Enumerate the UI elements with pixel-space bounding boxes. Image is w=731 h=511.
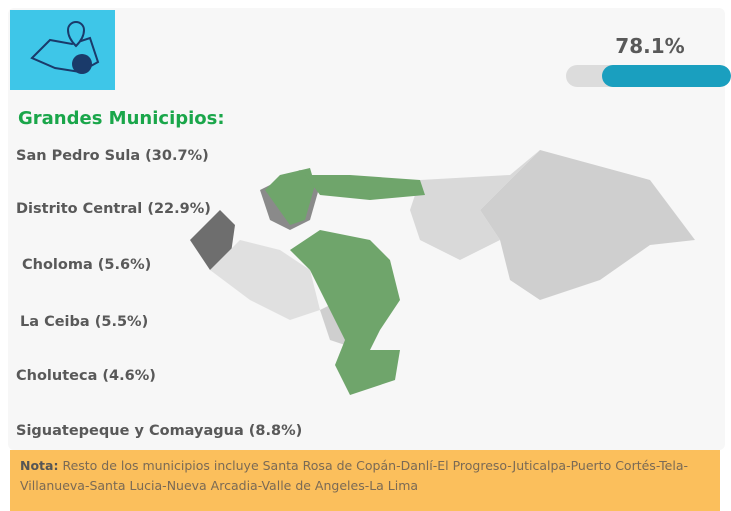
map [190, 150, 695, 395]
icon-graphic [30, 21, 100, 74]
map-icon [10, 10, 115, 90]
municipio: Choluteca (4.6%) [16, 368, 156, 384]
heading: Grandes Municipios: [18, 108, 225, 129]
note-text: Resto de los municipios incluye Santa Ro… [20, 458, 689, 493]
note-label: Nota: [20, 458, 59, 473]
municipio: Distrito Central (22.9%) [16, 201, 211, 217]
note: Nota: Resto de los municipios incluye Sa… [10, 450, 720, 511]
municipio: La Ceiba (5.5%) [20, 314, 149, 330]
progress-fill [602, 65, 731, 87]
municipio: San Pedro Sula (30.7%) [16, 148, 209, 164]
progress-label: 78.1% [615, 34, 685, 58]
municipio: Siguatepeque y Comayagua (8.8%) [16, 423, 303, 439]
municipio: Choloma (5.6%) [22, 257, 152, 273]
progress-track [566, 65, 731, 87]
